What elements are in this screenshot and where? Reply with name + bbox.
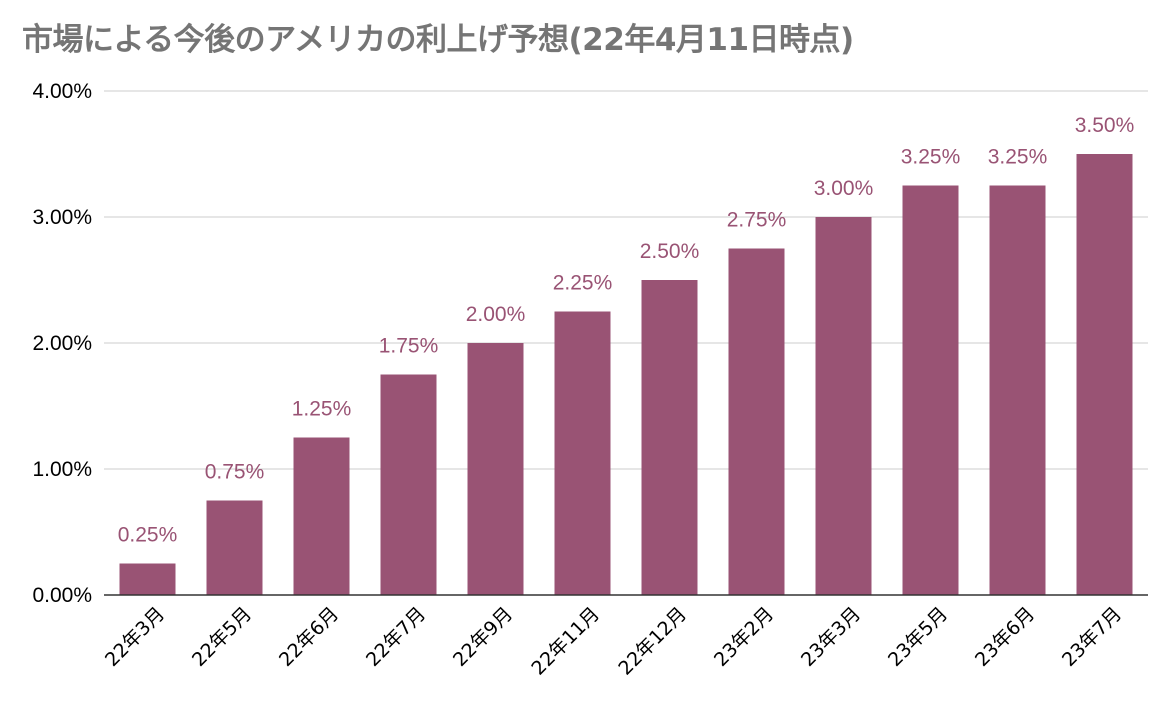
data-label: 2.75%	[727, 209, 787, 232]
data-label: 0.75%	[205, 461, 265, 484]
x-tick-label: 22年5月	[188, 603, 256, 671]
x-tick-label: 22年6月	[275, 603, 343, 671]
chart-title: 市場による今後のアメリカの利上げ予想(22年4月11日時点)	[22, 22, 854, 58]
x-tick-label: 22年9月	[449, 603, 517, 671]
data-label: 1.25%	[292, 398, 352, 421]
bar	[206, 500, 263, 595]
bar	[989, 185, 1046, 595]
y-tick-label: 0.00%	[32, 584, 92, 607]
data-label: 3.25%	[988, 146, 1048, 169]
y-tick-label: 4.00%	[32, 80, 92, 103]
data-label: 2.25%	[553, 272, 613, 295]
x-tick-label: 22年12月	[614, 603, 691, 680]
bar	[902, 185, 959, 595]
x-tick-label: 23年3月	[797, 603, 865, 671]
data-label: 3.50%	[1075, 114, 1135, 137]
x-tick-label: 22年7月	[362, 603, 430, 671]
bar	[641, 280, 698, 595]
data-label: 2.00%	[466, 303, 526, 326]
x-tick-label: 23年7月	[1058, 603, 1126, 671]
y-tick-label: 2.00%	[32, 332, 92, 355]
x-tick-label: 23年2月	[710, 603, 778, 671]
bar	[380, 374, 437, 595]
x-tick-label: 22年11月	[527, 603, 604, 680]
x-tick-label: 23年6月	[971, 603, 1039, 671]
x-tick-label: 23年5月	[884, 603, 952, 671]
bar	[554, 311, 611, 595]
bar	[728, 248, 785, 595]
y-tick-label: 1.00%	[32, 458, 92, 481]
bar	[119, 563, 176, 595]
bar	[815, 217, 872, 595]
bar	[293, 437, 350, 595]
data-label: 1.75%	[379, 335, 439, 358]
data-label: 3.00%	[814, 177, 874, 200]
x-tick-label: 22年3月	[101, 603, 169, 671]
y-tick-label: 3.00%	[32, 206, 92, 229]
bar	[467, 343, 524, 595]
data-label: 0.25%	[118, 524, 178, 547]
data-label: 3.25%	[901, 146, 961, 169]
bar	[1076, 154, 1133, 595]
data-label: 2.50%	[640, 240, 700, 263]
